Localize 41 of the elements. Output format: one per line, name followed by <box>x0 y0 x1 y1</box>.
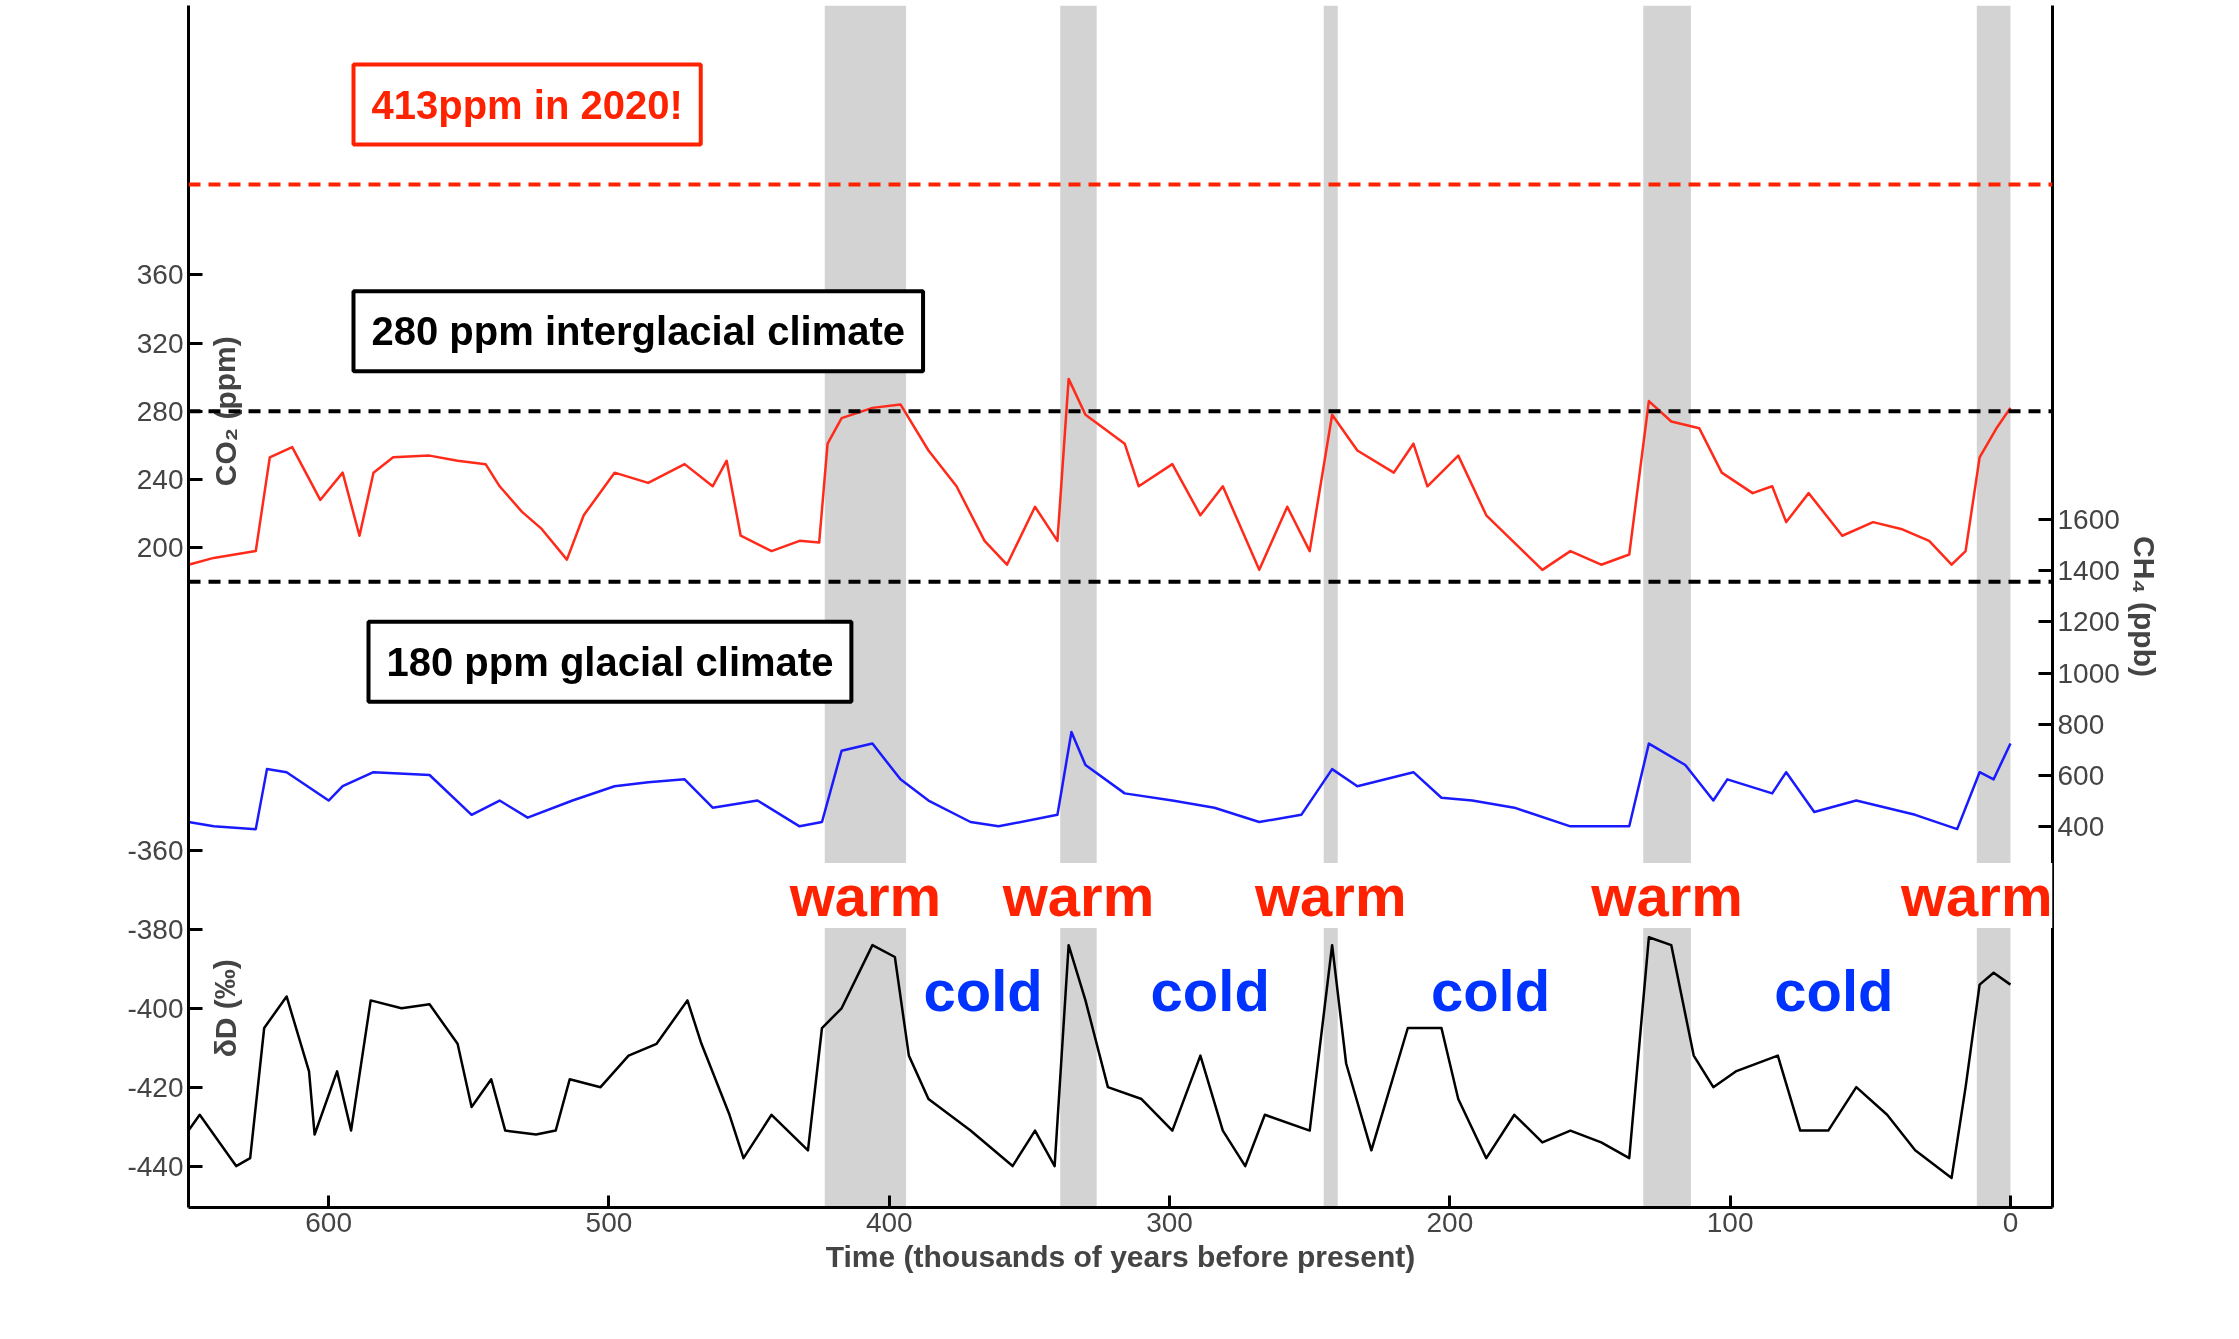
y-tick-label: 200 <box>136 532 184 564</box>
x-axis-title: Time (thousands of years before present) <box>825 1239 1416 1273</box>
x-tick-label: 0 <box>2002 1206 2019 1238</box>
y-tick-label: 360 <box>136 259 184 291</box>
y2-tick-label: 1200 <box>2057 606 2120 638</box>
line-series <box>188 730 2012 831</box>
y2-tick-label: 1400 <box>2057 555 2120 587</box>
y3-tick-label: -400 <box>127 992 184 1024</box>
y3-tick-label: -420 <box>127 1071 184 1103</box>
ref-line-label: 180 ppm glacial climate <box>386 639 834 684</box>
x-tick-label: 300 <box>1146 1206 1193 1238</box>
ref-line-label: 280 ppm interglacial climate <box>371 309 906 354</box>
y3-axis-title: δD (‰) <box>208 959 242 1058</box>
annotation: cold <box>923 958 1043 1023</box>
x-tick-label: 500 <box>585 1206 633 1238</box>
annotation: cold <box>1430 958 1551 1023</box>
x-tick-label: 600 <box>305 1206 353 1238</box>
ref-line-label: 413ppm in 2020! <box>371 82 683 127</box>
x-tick-label: 200 <box>1426 1206 1474 1238</box>
band-label: warm <box>1590 863 1743 928</box>
y3-tick-label: -440 <box>127 1150 184 1182</box>
y2-tick-label: 1600 <box>2057 504 2120 536</box>
y3-tick-label: -360 <box>127 834 184 866</box>
y2-tick-label: 1000 <box>2057 657 2120 689</box>
y-axis-title: CO₂ (ppm) <box>208 336 242 487</box>
band-label: warm <box>1001 863 1155 928</box>
y2-tick-label: 800 <box>2057 708 2105 740</box>
band-label: warm <box>788 863 942 928</box>
y3-tick-label: -380 <box>127 913 184 945</box>
annotation: cold <box>1774 958 1894 1023</box>
y2-tick-label: 400 <box>2057 810 2105 842</box>
band-label: warm <box>1253 863 1407 928</box>
y2-tick-label: 600 <box>2057 759 2105 791</box>
x-tick-label: 100 <box>1706 1206 1754 1238</box>
band-label: warm <box>1899 863 2053 928</box>
y-tick-label: 280 <box>136 395 184 427</box>
y-tick-label: 320 <box>136 327 184 359</box>
y2-axis-title: CH₄ (ppb) <box>2127 536 2161 677</box>
x-tick-label: 400 <box>865 1206 913 1238</box>
annotation: cold <box>1150 958 1270 1023</box>
y-tick-label: 240 <box>136 463 184 495</box>
